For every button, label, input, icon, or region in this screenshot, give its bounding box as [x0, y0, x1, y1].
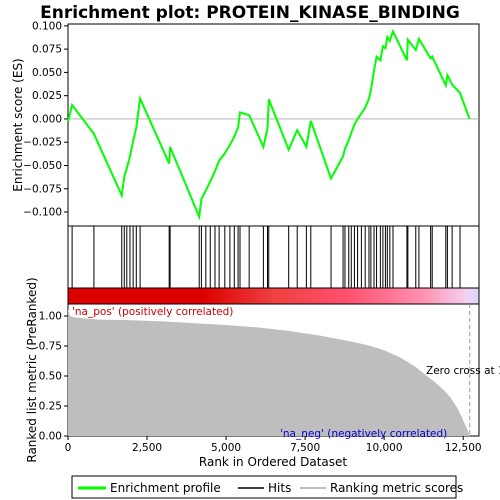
chart-title: Enrichment plot: PROTEIN_KINASE_BINDING — [40, 3, 460, 23]
x-tick-label: 12,500 — [445, 442, 482, 454]
es-y-tick-label: 0.075 — [32, 44, 62, 56]
legend-label-ranking-metric: Ranking metric scores — [330, 481, 463, 495]
metric-y-axis: 0.00 0.25 0.50 0.75 1.00 — [39, 311, 68, 443]
rank-color-bar — [68, 288, 479, 304]
legend-label-enrichment-profile: Enrichment profile — [110, 481, 221, 495]
es-y-tick-label: −0.025 — [23, 137, 62, 149]
hits-panel — [68, 226, 479, 288]
es-y-axis-label: Enrichment score (ES) — [11, 58, 25, 191]
es-panel-frame — [68, 24, 479, 226]
positive-correlation-label: 'na_pos' (positively correlated) — [72, 306, 233, 318]
es-y-tick-label: 0.100 — [32, 20, 62, 32]
legend-label-hits: Hits — [268, 481, 291, 495]
negative-correlation-label: 'na_neg' (negatively correlated) — [280, 428, 447, 440]
es-y-tick-label: 0.050 — [32, 67, 62, 79]
metric-y-tick-label: 1.00 — [39, 311, 62, 323]
es-y-tick-label: 0.000 — [32, 113, 62, 125]
x-tick-label: 2,500 — [132, 442, 162, 454]
x-tick-label: 0 — [65, 442, 72, 454]
es-y-tick-label: 0.025 — [32, 90, 62, 102]
x-tick-label: 10,000 — [366, 442, 403, 454]
legend: Enrichment profile Hits Ranking metric s… — [72, 476, 463, 498]
x-tick-label: 5,000 — [211, 442, 241, 454]
metric-y-tick-label: 0.75 — [39, 341, 62, 353]
zero-cross-label: Zero cross at 12708 — [426, 365, 500, 377]
rank-color-bar-fill — [68, 288, 479, 304]
x-axis-label: Rank in Ordered Dataset — [199, 455, 347, 469]
metric-y-tick-label: 0.00 — [39, 431, 62, 443]
metric-panel: 0.00 0.25 0.50 0.75 1.00 0 2,500 5,000 7,500 10,… — [25, 277, 500, 469]
metric-y-tick-label: 0.25 — [39, 401, 62, 413]
es-y-axis: −0.100 −0.075 −0.050 −0.025 0.000 0.025 0.050 0… — [23, 20, 68, 218]
x-tick-label: 7,500 — [290, 442, 320, 454]
es-y-tick-label: −0.075 — [23, 183, 62, 195]
es-panel: −0.100 −0.075 −0.050 −0.025 0.000 0.025 0.050 0… — [11, 20, 479, 226]
metric-y-tick-label: 0.50 — [39, 371, 62, 383]
metric-y-axis-label: Ranked list metric (PreRanked) — [25, 277, 39, 462]
es-y-tick-label: −0.050 — [23, 160, 62, 172]
es-y-tick-label: −0.100 — [23, 207, 62, 219]
